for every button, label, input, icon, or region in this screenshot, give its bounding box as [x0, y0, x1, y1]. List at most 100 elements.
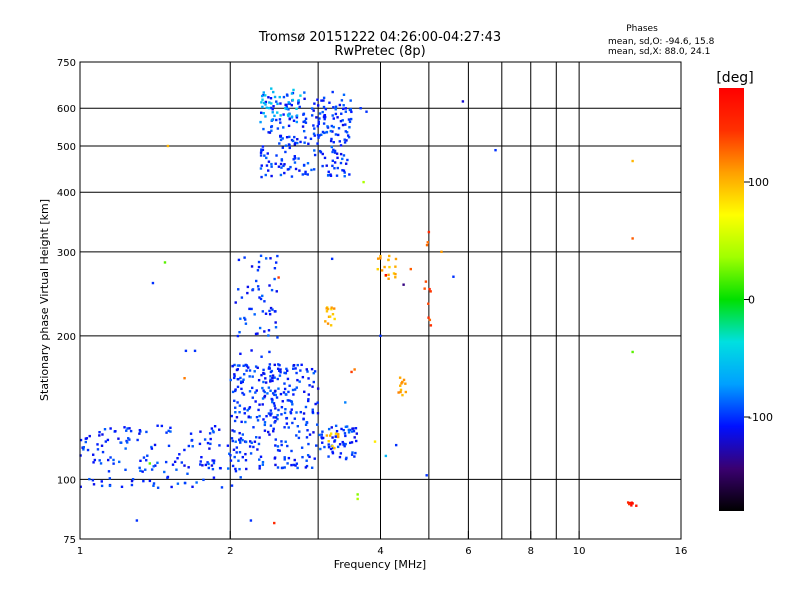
echo-point — [226, 444, 230, 447]
echo-point — [285, 105, 288, 109]
echo-point — [230, 414, 233, 418]
echo-point — [284, 103, 287, 107]
echo-point — [198, 442, 202, 446]
echo-point — [305, 464, 309, 468]
echo-point — [270, 87, 273, 90]
echo-point — [240, 296, 244, 299]
echo-point — [123, 426, 126, 429]
echo-point — [199, 463, 202, 466]
echo-point — [264, 173, 267, 177]
echo-point — [171, 463, 175, 466]
echo-point — [271, 108, 274, 111]
echo-point — [324, 107, 328, 111]
echo-point — [244, 459, 248, 462]
echo-point — [249, 519, 253, 522]
echo-point — [294, 367, 297, 370]
echo-point — [264, 312, 268, 315]
echo-point — [279, 173, 283, 177]
echo-point — [295, 386, 298, 389]
echo-point — [263, 390, 266, 394]
echo-point — [322, 115, 326, 119]
echo-point — [265, 156, 268, 160]
echo-point — [337, 435, 340, 439]
echo-point — [246, 409, 249, 412]
echo-point — [112, 458, 115, 462]
echo-point — [262, 418, 265, 421]
echo-point — [331, 436, 334, 439]
echo-point — [307, 442, 310, 446]
echo-point — [234, 467, 237, 471]
echo-point — [230, 437, 234, 440]
echo-point — [127, 437, 130, 440]
echo-point — [91, 453, 95, 456]
echo-point — [274, 393, 277, 397]
echo-point — [342, 169, 346, 172]
echo-point — [269, 409, 273, 412]
echo-point — [106, 438, 110, 442]
echo-point — [249, 440, 252, 443]
echo-point — [237, 288, 240, 291]
echo-point — [329, 139, 333, 143]
echo-point — [271, 376, 274, 380]
echo-point — [86, 448, 90, 452]
echo-point — [271, 392, 275, 395]
echo-point — [245, 467, 248, 471]
echo-point — [285, 107, 288, 111]
echo-point — [243, 316, 246, 320]
echo-point — [164, 460, 168, 464]
echo-point — [206, 441, 210, 445]
echo-point — [233, 373, 236, 376]
echo-point — [303, 91, 306, 94]
echo-point — [264, 257, 268, 260]
echo-point — [313, 370, 317, 373]
echo-point — [461, 100, 465, 103]
echo-point — [255, 389, 258, 392]
echo-point — [244, 318, 247, 321]
echo-point — [312, 109, 315, 112]
echo-point — [428, 287, 431, 291]
echo-point — [233, 389, 237, 393]
echo-point — [239, 376, 242, 380]
echo-point — [401, 380, 404, 384]
echo-point — [299, 94, 302, 97]
echo-point — [114, 430, 117, 433]
echo-point — [131, 478, 135, 481]
echo-point — [220, 486, 224, 489]
echo-point — [311, 385, 314, 388]
echo-point — [249, 452, 253, 455]
echo-point — [273, 456, 277, 459]
echo-point — [290, 175, 294, 178]
echo-point — [264, 94, 267, 97]
echo-point — [166, 144, 170, 148]
echo-point — [301, 375, 305, 379]
echo-point — [258, 296, 261, 299]
echo-point — [308, 384, 311, 387]
echo-point — [237, 377, 240, 381]
echo-point — [283, 163, 286, 166]
echo-point — [255, 279, 258, 283]
echo-point — [186, 472, 189, 475]
echo-point — [125, 429, 128, 432]
echo-point — [178, 453, 181, 456]
echo-point — [329, 174, 333, 178]
echo-point — [270, 412, 273, 415]
echo-point — [261, 463, 265, 466]
echo-point — [349, 117, 353, 121]
echo-point — [402, 378, 406, 382]
echo-point — [308, 455, 311, 459]
echo-point — [379, 254, 382, 258]
echo-point — [344, 123, 347, 126]
echo-point — [278, 374, 282, 377]
colorbar-tick-label: -100 — [748, 411, 773, 424]
echo-point — [331, 312, 335, 316]
echo-point — [267, 96, 270, 99]
echo-point — [287, 102, 290, 105]
echo-point — [312, 431, 315, 434]
echo-point — [183, 481, 187, 485]
echo-point — [404, 390, 408, 394]
echo-point — [343, 444, 346, 448]
echo-point — [333, 440, 336, 443]
echo-point — [262, 389, 265, 392]
chart-subtitle: RwPretec (8p) — [334, 44, 425, 59]
echo-point — [293, 156, 297, 160]
